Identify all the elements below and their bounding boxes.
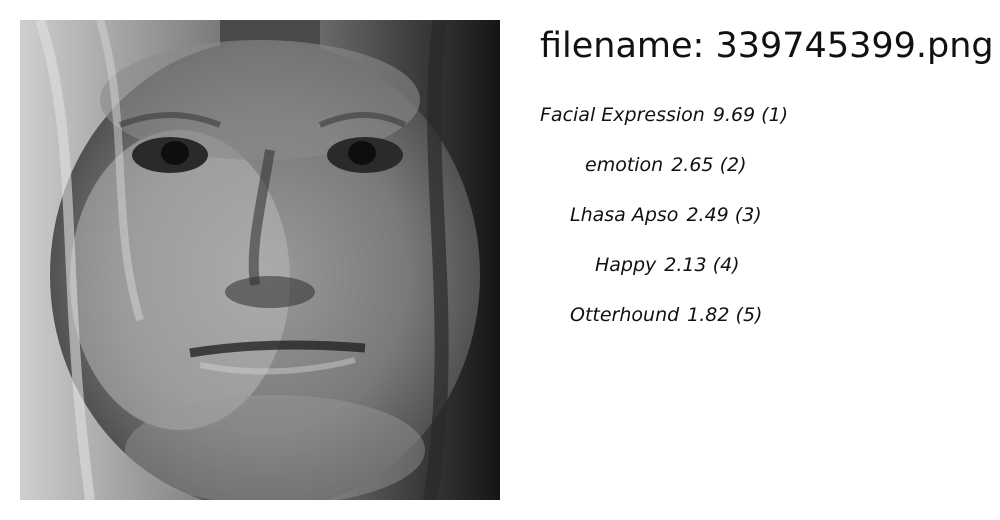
prediction-score: 2.65	[671, 154, 714, 176]
prediction-list: Facial Expression 9.69 (1) emotion 2.65 (2…	[540, 100, 788, 350]
prediction-label: Facial Expression	[540, 104, 705, 126]
prediction-rank: (5)	[735, 304, 763, 326]
prediction-score: 9.69	[712, 104, 756, 126]
prediction-rank: (4)	[712, 254, 740, 276]
prediction-score: 2.49	[686, 204, 729, 226]
prediction-rank: (1)	[761, 104, 789, 126]
prediction-item: Lhasa Apso 2.49 (3)	[540, 200, 780, 250]
prediction-item: emotion 2.65 (2)	[540, 150, 780, 200]
prediction-label: Otterhound	[570, 304, 680, 326]
prediction-item: Facial Expression 9.69 (1)	[540, 100, 788, 150]
prediction-label: Lhasa Apso	[570, 204, 679, 226]
prediction-score: 1.82	[687, 304, 730, 326]
prediction-label: emotion	[585, 154, 664, 176]
filename-title: filename: 339745399.png	[540, 26, 994, 66]
prediction-rank: (3)	[734, 204, 762, 226]
prediction-rank: (2)	[719, 154, 747, 176]
prediction-label: Happy	[595, 254, 657, 276]
prediction-item: Otterhound 1.82 (5)	[540, 300, 780, 350]
prediction-score: 2.13	[664, 254, 707, 276]
face-photo	[20, 20, 500, 500]
prediction-item: Happy 2.13 (4)	[540, 250, 780, 300]
